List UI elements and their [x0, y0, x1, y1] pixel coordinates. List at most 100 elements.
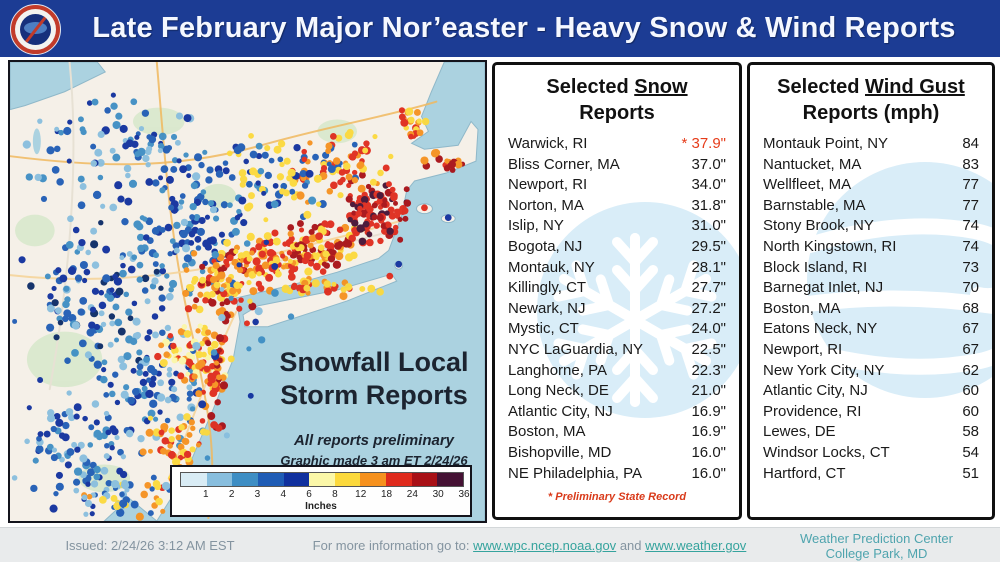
report-value: 16.9"	[691, 402, 726, 420]
report-row: Newport, RI 34.0"	[508, 175, 726, 196]
report-location: Boston, MA	[508, 423, 586, 441]
report-row: New York City, NY 62	[763, 361, 979, 382]
report-location: Mystic, CT	[508, 320, 579, 338]
report-location: Bogota, NJ	[508, 237, 583, 255]
report-value: 29.5"	[691, 237, 726, 255]
report-row: Lewes, DE 58	[763, 422, 979, 443]
report-value: 83	[962, 155, 979, 173]
report-location: Nantucket, MA	[763, 155, 862, 173]
report-location: Newport, RI	[508, 176, 588, 194]
report-row: Montauk, NY 28.1"	[508, 258, 726, 279]
report-row: Hartford, CT 51	[763, 464, 979, 485]
report-location: Wellfleet, MA	[763, 176, 852, 194]
map-note-made: Graphic made 3 am ET 2/24/26	[280, 453, 468, 468]
report-row: Boston, MA 68	[763, 299, 979, 320]
report-value: 67	[962, 320, 979, 338]
report-row: NYC LaGuardia, NY 22.5"	[508, 340, 726, 361]
noaa-nws-logo-icon	[10, 4, 61, 55]
long-island	[242, 273, 398, 328]
report-row: Mystic, CT 24.0"	[508, 319, 726, 340]
report-location: Atlantic City, NJ	[508, 402, 613, 420]
report-value: 28.1"	[691, 258, 726, 276]
report-location: Islip, NY	[508, 217, 564, 235]
wind-report-list: Montauk Point, NY 84 Nantucket, MA 83 Wellfl…	[750, 134, 992, 484]
report-location: Montauk Point, NY	[763, 135, 889, 152]
report-value: * 37.9"	[681, 135, 726, 152]
report-location: Killingly, CT	[508, 279, 587, 297]
report-location: NE Philadelphia, PA	[508, 464, 642, 482]
report-location: Providence, RI	[763, 402, 862, 420]
report-location: Newark, NJ	[508, 299, 586, 317]
report-row: Nantucket, MA 83	[763, 155, 979, 176]
report-value: 77	[962, 196, 979, 214]
weather-gov-link[interactable]: www.weather.gov	[645, 538, 747, 553]
report-location: Bishopville, MD	[508, 443, 612, 461]
more-info-text: For more information go to: www.wpc.ncep…	[312, 538, 747, 553]
report-location: Bliss Corner, MA	[508, 155, 620, 173]
report-value: 16.0"	[691, 464, 726, 482]
report-location: Block Island, RI	[763, 258, 868, 276]
report-location: Warwick, RI	[508, 135, 588, 152]
report-value: 31.8"	[691, 196, 726, 214]
report-row: Wellfleet, MA 77	[763, 175, 979, 196]
report-row: Eatons Neck, NY 67	[763, 319, 979, 340]
report-location: New York City, NY	[763, 361, 885, 379]
report-location: Boston, MA	[763, 299, 841, 317]
report-value: 74	[962, 237, 979, 255]
page-title: Late February Major Nor’easter - Heavy S…	[92, 12, 956, 44]
report-row: Islip, NY 31.0"	[508, 216, 726, 237]
report-value: 34.0"	[691, 176, 726, 194]
report-row: Bishopville, MD 16.0"	[508, 443, 726, 464]
legend-color-strip	[180, 472, 464, 487]
report-row: Bogota, NJ 29.5"	[508, 237, 726, 258]
report-value: 24.0"	[691, 320, 726, 338]
report-row: Warwick, RI * 37.9"	[508, 134, 726, 155]
map-caption: Snowfall Local Storm Reports All reports…	[258, 346, 485, 468]
report-value: 60	[962, 402, 979, 420]
report-value: 60	[962, 382, 979, 400]
snow-report-list: Warwick, RI * 37.9" Bliss Corner, MA 37.0" N…	[495, 134, 739, 484]
snowflake-icon	[537, 202, 739, 418]
report-location: Windsor Locks, CT	[763, 443, 890, 461]
report-row: Barnegat Inlet, NJ 70	[763, 278, 979, 299]
report-value: 22.3"	[691, 361, 726, 379]
snow-reports-panel: Selected Snow Reports Warwick, RI * 37.9"…	[492, 62, 742, 520]
wpc-link[interactable]: www.wpc.ncep.noaa.gov	[473, 538, 617, 553]
report-location: Lewes, DE	[763, 423, 836, 441]
footer-bar: Issued: 2/24/26 3:12 AM EST For more inf…	[0, 527, 1000, 562]
report-location: Montauk, NY	[508, 258, 595, 276]
report-row: Stony Brook, NY 74	[763, 216, 979, 237]
report-row: Norton, MA 31.8"	[508, 196, 726, 217]
report-value: 67	[962, 340, 979, 358]
report-location: NYC LaGuardia, NY	[508, 340, 644, 358]
snowfall-legend: 1 2 3 4 6 8 12 18 24 30 36 Inches	[170, 465, 472, 517]
report-value: 84	[962, 135, 979, 152]
report-value: 27.2"	[691, 299, 726, 317]
map-note-preliminary: All reports preliminary	[293, 432, 455, 449]
wind-gust-icon	[792, 162, 992, 398]
header-bar: Late February Major Nor’easter - Heavy S…	[0, 0, 1000, 57]
report-location: Atlantic City, NJ	[763, 382, 868, 400]
report-value: 70	[962, 279, 979, 297]
report-value: 73	[962, 258, 979, 276]
report-row: Bliss Corner, MA 37.0"	[508, 155, 726, 176]
report-location: Barnegat Inlet, NJ	[763, 279, 884, 297]
report-value: 77	[962, 176, 979, 194]
report-value: 58	[962, 423, 979, 441]
report-row: Langhorne, PA 22.3"	[508, 361, 726, 382]
report-location: Barnstable, MA	[763, 196, 866, 214]
ocean	[103, 62, 485, 521]
report-value: 37.0"	[691, 155, 726, 173]
wind-gust-panel: Selected Wind Gust Reports (mph) Montauk…	[747, 62, 995, 520]
report-location: North Kingstown, RI	[763, 237, 897, 255]
legend-ticks: 1 2 3 4 6 8 12 18 24 30 36	[203, 489, 470, 500]
issued-timestamp: Issued: 2/24/26 3:12 AM EST	[65, 538, 235, 553]
report-row: Barnstable, MA 77	[763, 196, 979, 217]
report-value: 22.5"	[691, 340, 726, 358]
report-row: Block Island, RI 73	[763, 258, 979, 279]
report-row: Montauk Point, NY 84	[763, 134, 979, 155]
report-value: 68	[962, 299, 979, 317]
report-row: Long Neck, DE 21.0"	[508, 381, 726, 402]
report-value: 54	[962, 443, 979, 461]
